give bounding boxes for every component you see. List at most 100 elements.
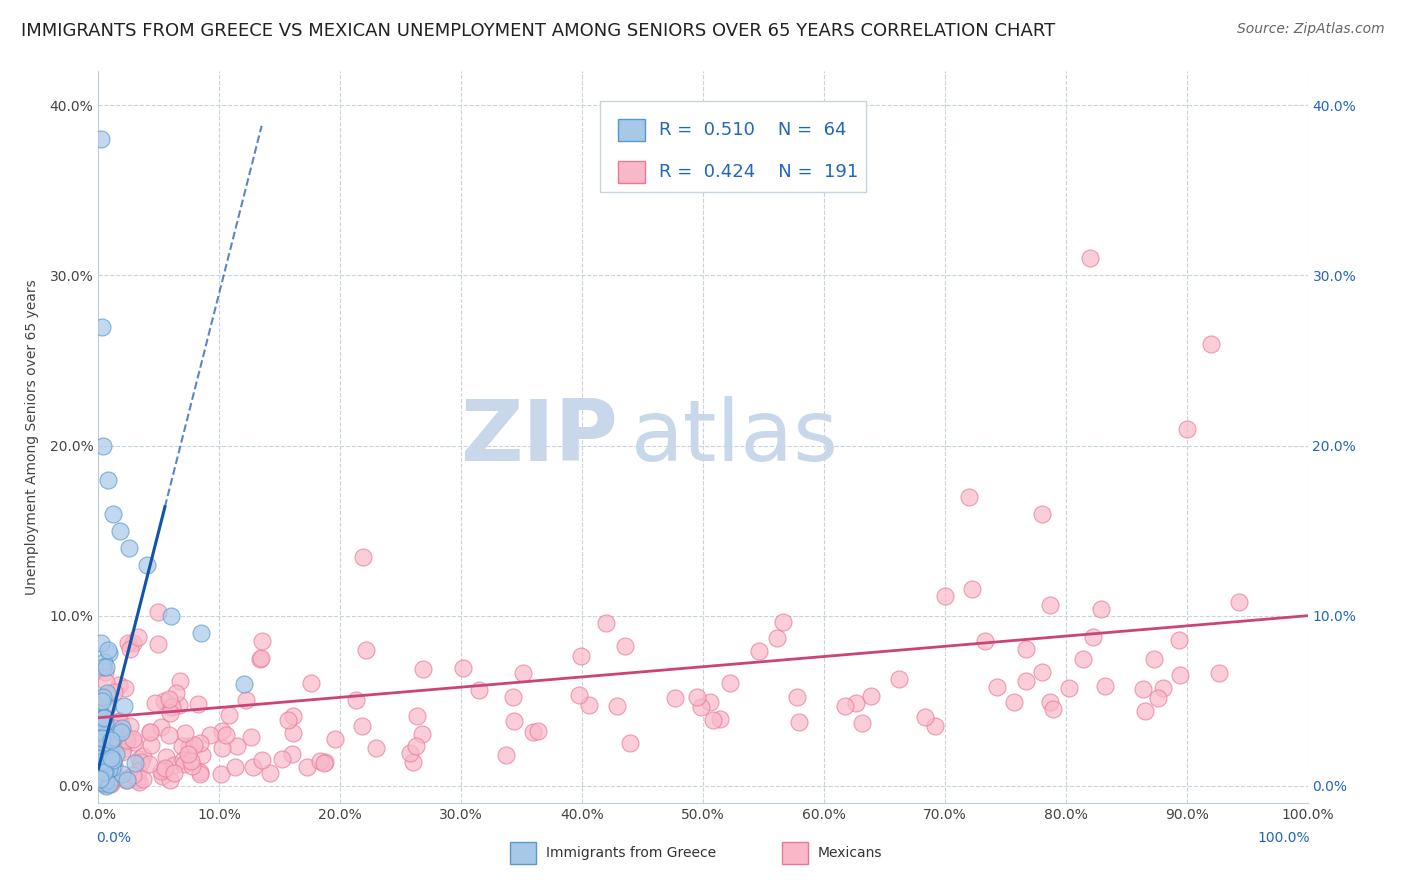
Point <box>924 719 946 733</box>
Point <box>765 632 787 646</box>
Point <box>411 727 433 741</box>
Point <box>595 615 617 630</box>
Point <box>159 772 181 787</box>
Point <box>169 673 191 688</box>
Point <box>1152 681 1174 695</box>
Point <box>249 652 271 666</box>
Point <box>1090 601 1112 615</box>
Point <box>120 719 142 733</box>
Point <box>89 726 111 740</box>
Point <box>1227 595 1250 609</box>
Point <box>101 731 124 746</box>
Point <box>1175 421 1198 435</box>
Point <box>314 755 336 769</box>
Text: Source: ZipAtlas.com: Source: ZipAtlas.com <box>1237 22 1385 37</box>
Point <box>96 689 118 703</box>
Text: 0.0%: 0.0% <box>96 831 131 845</box>
Point <box>114 729 136 743</box>
Point <box>169 698 191 713</box>
Point <box>111 721 134 735</box>
Point <box>191 747 214 762</box>
Text: ZIP: ZIP <box>461 395 619 479</box>
Point <box>91 748 114 763</box>
Point <box>90 132 112 146</box>
Point <box>101 507 124 521</box>
Point <box>215 728 238 742</box>
Point <box>153 763 176 777</box>
Point <box>101 761 124 775</box>
Point <box>183 739 205 753</box>
Point <box>117 635 139 649</box>
Point <box>89 756 111 770</box>
Point <box>172 739 194 753</box>
Point <box>160 608 183 623</box>
Point <box>834 699 856 714</box>
Point <box>344 693 367 707</box>
Point <box>103 758 125 772</box>
Point <box>1042 702 1064 716</box>
Point <box>748 643 770 657</box>
Point <box>232 677 254 691</box>
Point <box>114 732 136 747</box>
Point <box>132 749 155 764</box>
Point <box>91 690 114 705</box>
Point <box>295 759 318 773</box>
Point <box>188 764 211 779</box>
Point <box>1208 666 1230 681</box>
Point <box>146 637 169 651</box>
Point <box>280 747 302 761</box>
Point <box>105 747 128 762</box>
Point <box>97 642 120 657</box>
Point <box>100 747 122 762</box>
Point <box>986 680 1008 694</box>
Point <box>664 691 686 706</box>
Point <box>619 736 641 750</box>
Point <box>94 728 117 742</box>
Point <box>94 779 117 793</box>
Point <box>1031 665 1053 679</box>
Point <box>606 699 628 714</box>
Point <box>1143 652 1166 666</box>
Point <box>115 773 138 788</box>
Point <box>97 740 120 755</box>
Point <box>94 774 117 789</box>
Point <box>325 731 347 746</box>
Point <box>211 723 233 738</box>
Point <box>103 721 125 735</box>
Point <box>91 776 114 790</box>
Point <box>91 660 114 674</box>
Point <box>190 625 212 640</box>
FancyBboxPatch shape <box>600 101 866 192</box>
Point <box>186 697 208 711</box>
Point <box>101 755 124 769</box>
Point <box>93 711 115 725</box>
FancyBboxPatch shape <box>619 119 645 141</box>
Point <box>91 694 114 708</box>
Point <box>91 319 114 334</box>
Point <box>98 758 121 772</box>
Point <box>180 754 202 768</box>
Point <box>118 541 141 555</box>
Point <box>468 682 491 697</box>
Point <box>90 636 112 650</box>
Point <box>93 656 115 670</box>
Point <box>111 745 134 759</box>
Point <box>198 728 221 742</box>
Point <box>96 778 118 792</box>
Point <box>1059 681 1081 695</box>
Point <box>90 740 112 755</box>
Point <box>1078 252 1101 266</box>
Point <box>114 681 136 696</box>
Point <box>150 764 173 778</box>
Point <box>94 756 117 770</box>
Point <box>1071 652 1094 666</box>
Text: atlas: atlas <box>630 395 838 479</box>
Point <box>163 758 186 772</box>
Point <box>690 699 713 714</box>
Point <box>124 735 146 749</box>
Point <box>1015 642 1038 657</box>
Point <box>96 700 118 714</box>
Point <box>163 766 186 780</box>
Point <box>122 636 145 650</box>
Point <box>709 712 731 726</box>
